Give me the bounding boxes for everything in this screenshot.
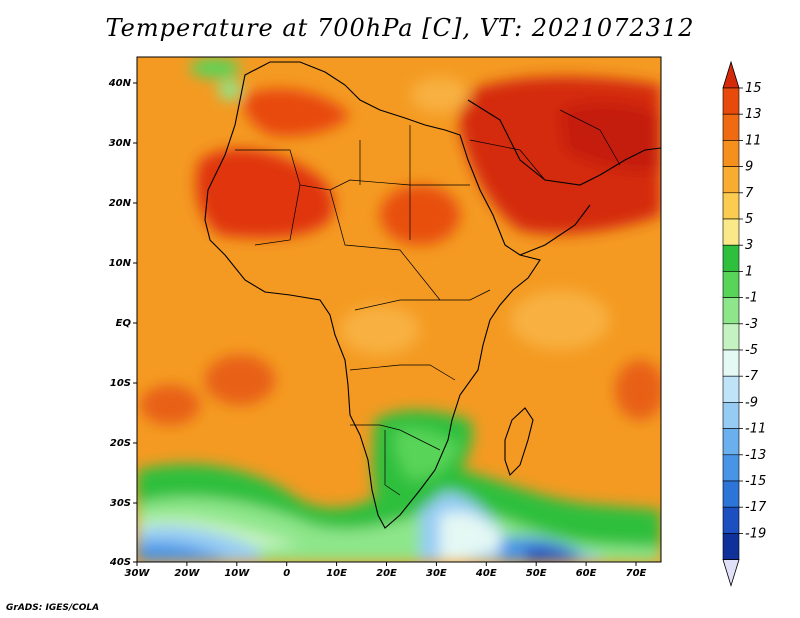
lon-label: 20W <box>174 568 200 579</box>
colorbar-label: -7 <box>745 369 759 384</box>
colorbar-label: -9 <box>745 395 758 410</box>
lat-label: 40N <box>108 78 132 89</box>
colorbar-segment <box>722 113 740 141</box>
colorbar-segment <box>722 375 740 403</box>
colorbar-label: 7 <box>745 186 754 201</box>
map-frame <box>136 56 662 563</box>
colorbar-segment <box>722 428 740 456</box>
lat-label: 20N <box>109 198 132 209</box>
colorbar-segment <box>722 454 740 482</box>
colorbar-segment <box>722 533 740 560</box>
coastlines <box>204 61 661 529</box>
colorbar-label: -15 <box>745 474 766 489</box>
colorbar-segment <box>722 218 740 246</box>
lon-label: 10E <box>326 568 347 579</box>
lat-label: 40S <box>109 557 131 568</box>
country-borders <box>235 109 621 496</box>
lat-label: 10N <box>109 258 132 269</box>
colorbar-label: -11 <box>745 422 766 437</box>
colorbar-label: 15 <box>745 81 762 96</box>
colorbar-label: 5 <box>745 212 753 227</box>
lat-label: 10S <box>110 378 131 389</box>
colorbar-label: -13 <box>745 448 766 463</box>
colorbar-label: 1 <box>745 264 753 279</box>
colorbar-segment <box>722 480 740 508</box>
colorbar-segment <box>722 323 740 351</box>
lat-ticks: 40N 30N 20N 10N EQ 10S 20S 30S 40S <box>108 78 137 568</box>
lon-label: 60E <box>576 568 597 579</box>
colorbar-segment <box>722 140 740 167</box>
colorbar-segment <box>722 244 740 272</box>
colorbar-top-triangle <box>722 60 740 89</box>
chart-title: Temperature at 700hPa [C], VT: 202107231… <box>105 14 695 42</box>
colorbar-segment <box>722 87 740 115</box>
colorbar-segment <box>722 271 740 298</box>
colorbar-segment <box>722 402 740 429</box>
colorbar-segment <box>722 192 740 220</box>
lon-label: 30E <box>426 568 447 579</box>
colorbar-label: 3 <box>745 238 753 253</box>
lon-label: 50E <box>526 568 547 579</box>
lat-label: EQ <box>116 318 132 329</box>
colorbar-segment <box>722 166 740 194</box>
credit-text: GrADS: IGES/COLA <box>6 603 100 613</box>
colorbar-label: -3 <box>745 317 758 332</box>
colorbar-segment <box>722 506 740 534</box>
colorbar-label: 13 <box>745 107 762 122</box>
colorbar-bottom-triangle <box>722 559 740 587</box>
colorbar-label: -5 <box>745 343 758 358</box>
colorbar-label: -19 <box>745 526 766 541</box>
lon-label: 70E <box>626 568 647 579</box>
colorbar-label: -1 <box>745 291 758 306</box>
lat-label: 30N <box>109 138 132 149</box>
colorbar-segment <box>722 297 740 325</box>
lon-label: 0 <box>283 568 290 579</box>
lat-label: 20S <box>110 438 131 449</box>
lon-label: 10W <box>224 568 250 579</box>
lon-label: 40E <box>475 568 497 579</box>
lat-label: 30S <box>110 498 131 509</box>
temperature-field <box>137 57 661 562</box>
colorbar-label: 9 <box>745 160 753 175</box>
colorbar: 15 13 11 9 7 5 3 1 -1 -3 -5 -7 -9 -11 -13 -15 -17 -19 <box>722 60 767 587</box>
lon-ticks: 30W 20W 10W 0 10E 20E 30E 40E 50E 60E 70E <box>125 562 647 579</box>
colorbar-label: -17 <box>745 500 767 515</box>
colorbar-label: 11 <box>745 133 762 148</box>
colorbar-segment <box>722 349 740 377</box>
lon-label: 30W <box>125 568 151 579</box>
lon-label: 20E <box>376 568 397 579</box>
